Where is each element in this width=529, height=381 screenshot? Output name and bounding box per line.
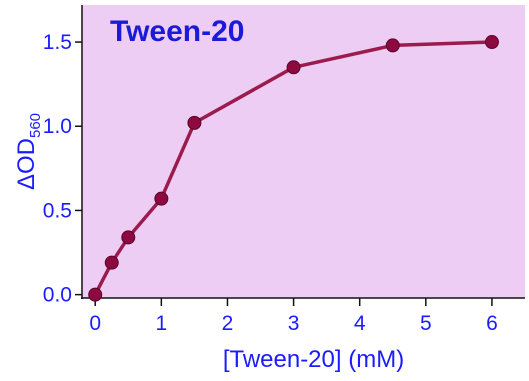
x-tick-label: 5 — [420, 312, 432, 335]
y-tick-label: 1.5 — [43, 31, 72, 54]
y-axis-label: ΔOD560 — [13, 113, 44, 190]
y-tick-label: 0.0 — [43, 284, 72, 307]
data-point — [88, 287, 103, 302]
y-tick-label: 0.5 — [43, 199, 72, 222]
plot-background — [82, 5, 525, 298]
data-point — [286, 60, 301, 75]
y-tick-label: 1.0 — [43, 115, 72, 138]
series-group — [88, 35, 499, 302]
y-axis-label-subscript: 560 — [27, 113, 44, 138]
chart-title: Tween-20 — [110, 15, 245, 48]
data-point — [187, 115, 202, 130]
axes — [81, 5, 525, 299]
data-point — [385, 38, 400, 53]
data-point — [104, 255, 119, 270]
x-tick-label: 3 — [288, 312, 300, 335]
x-tick-label: 6 — [486, 312, 498, 335]
y-axis-label-main: ΔOD — [13, 138, 40, 190]
x-tick-label: 1 — [155, 312, 167, 335]
data-point — [121, 230, 136, 245]
data-point — [154, 191, 169, 206]
x-tick-label: 0 — [89, 312, 101, 335]
x-tick-label: 4 — [354, 312, 366, 335]
data-point — [484, 35, 499, 50]
ticks: 0.0 0.5 1.0 1.5 0 1 2 3 4 5 6 — [43, 31, 498, 335]
x-axis-label: [Tween-20] (mM) — [223, 346, 404, 373]
x-tick-label: 2 — [222, 312, 234, 335]
